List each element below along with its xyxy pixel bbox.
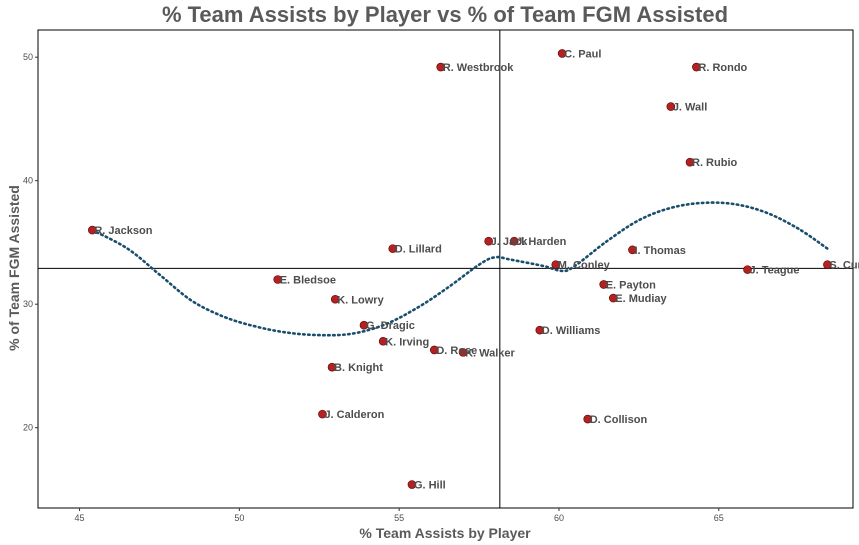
data-point xyxy=(430,345,439,355)
point-label: J. Wall xyxy=(673,102,707,114)
data-point xyxy=(318,409,327,419)
reference-lines xyxy=(38,30,853,508)
point-label: J. Harden xyxy=(516,236,566,248)
point-label: J. Teague xyxy=(750,265,800,277)
trend-curve xyxy=(91,201,829,337)
data-point xyxy=(359,320,369,330)
point-label: R. Westbrook xyxy=(443,62,515,74)
data-labels: C. Paul R. Westbrook R. Rondo J. Wall R. Rub… xyxy=(94,48,859,491)
chart-title: % Team Assists by Player vs % of Team FG… xyxy=(162,2,728,27)
point-label: B. Knight xyxy=(334,362,383,374)
point-label: R. Rubio xyxy=(692,157,737,169)
point-label: G. Dragic xyxy=(366,320,415,332)
data-point xyxy=(628,245,637,255)
data-point xyxy=(666,102,676,111)
point-label: J. Jack xyxy=(491,236,529,248)
data-point xyxy=(407,480,417,489)
plot-panel-border xyxy=(37,29,854,509)
data-point xyxy=(583,414,593,424)
point-label: E. Mudiay xyxy=(615,293,667,305)
x-tick-label: 55 xyxy=(394,513,404,523)
point-label: G. Hill xyxy=(414,480,446,492)
data-point xyxy=(823,260,832,269)
point-label: D. Williams xyxy=(542,325,601,337)
y-tick-label: 50 xyxy=(23,52,33,62)
point-label: R. Rondo xyxy=(698,62,747,74)
point-label: E. Bledsoe xyxy=(280,274,336,286)
data-point xyxy=(535,325,545,335)
data-point xyxy=(436,62,446,72)
data-point xyxy=(557,49,567,58)
data-point xyxy=(484,236,493,246)
data-point xyxy=(330,294,340,304)
x-tick-label: 60 xyxy=(554,513,564,523)
point-label: S. Curr xyxy=(829,260,859,272)
y-axis-title: % of Team FGM Assisted xyxy=(6,185,22,351)
data-point xyxy=(378,336,388,346)
y-tick-label: 30 xyxy=(23,299,33,309)
x-tick-label: 65 xyxy=(714,513,724,523)
data-point xyxy=(551,260,561,269)
data-point xyxy=(608,293,618,303)
point-label: C. Paul xyxy=(564,48,601,60)
point-label: D. Rose xyxy=(436,345,477,357)
x-tick-label: 45 xyxy=(75,513,85,523)
y-tick-label: 40 xyxy=(23,176,33,186)
point-label: M. Conley xyxy=(558,260,611,272)
data-point xyxy=(743,265,752,274)
data-point xyxy=(692,62,701,72)
point-label: D. Lillard xyxy=(395,244,442,256)
data-points xyxy=(88,49,832,489)
data-point xyxy=(327,362,337,372)
data-point xyxy=(685,157,695,167)
point-label: J. Calderon xyxy=(324,409,384,421)
data-point xyxy=(509,236,519,246)
y-tick-label: 20 xyxy=(23,423,33,433)
x-axis-title: % Team Assists by Player xyxy=(359,525,531,541)
point-label: R. Jackson xyxy=(94,225,152,237)
point-label: K. Irving xyxy=(385,336,429,348)
point-label: K. Walker xyxy=(465,347,515,359)
trend-line xyxy=(91,201,829,337)
data-point xyxy=(88,225,97,235)
point-label: D. Collison xyxy=(590,414,648,426)
x-tick-label: 50 xyxy=(234,513,244,523)
data-point xyxy=(273,275,283,284)
data-point xyxy=(388,244,398,253)
point-label: K. Lowry xyxy=(337,294,384,306)
data-point xyxy=(458,348,468,357)
axis-ticks: 45 50 55 60 65 20 30 40 50 xyxy=(23,52,724,523)
point-label: I. Thomas xyxy=(634,245,685,257)
data-point xyxy=(599,280,609,289)
point-label: E. Payton xyxy=(606,279,656,291)
